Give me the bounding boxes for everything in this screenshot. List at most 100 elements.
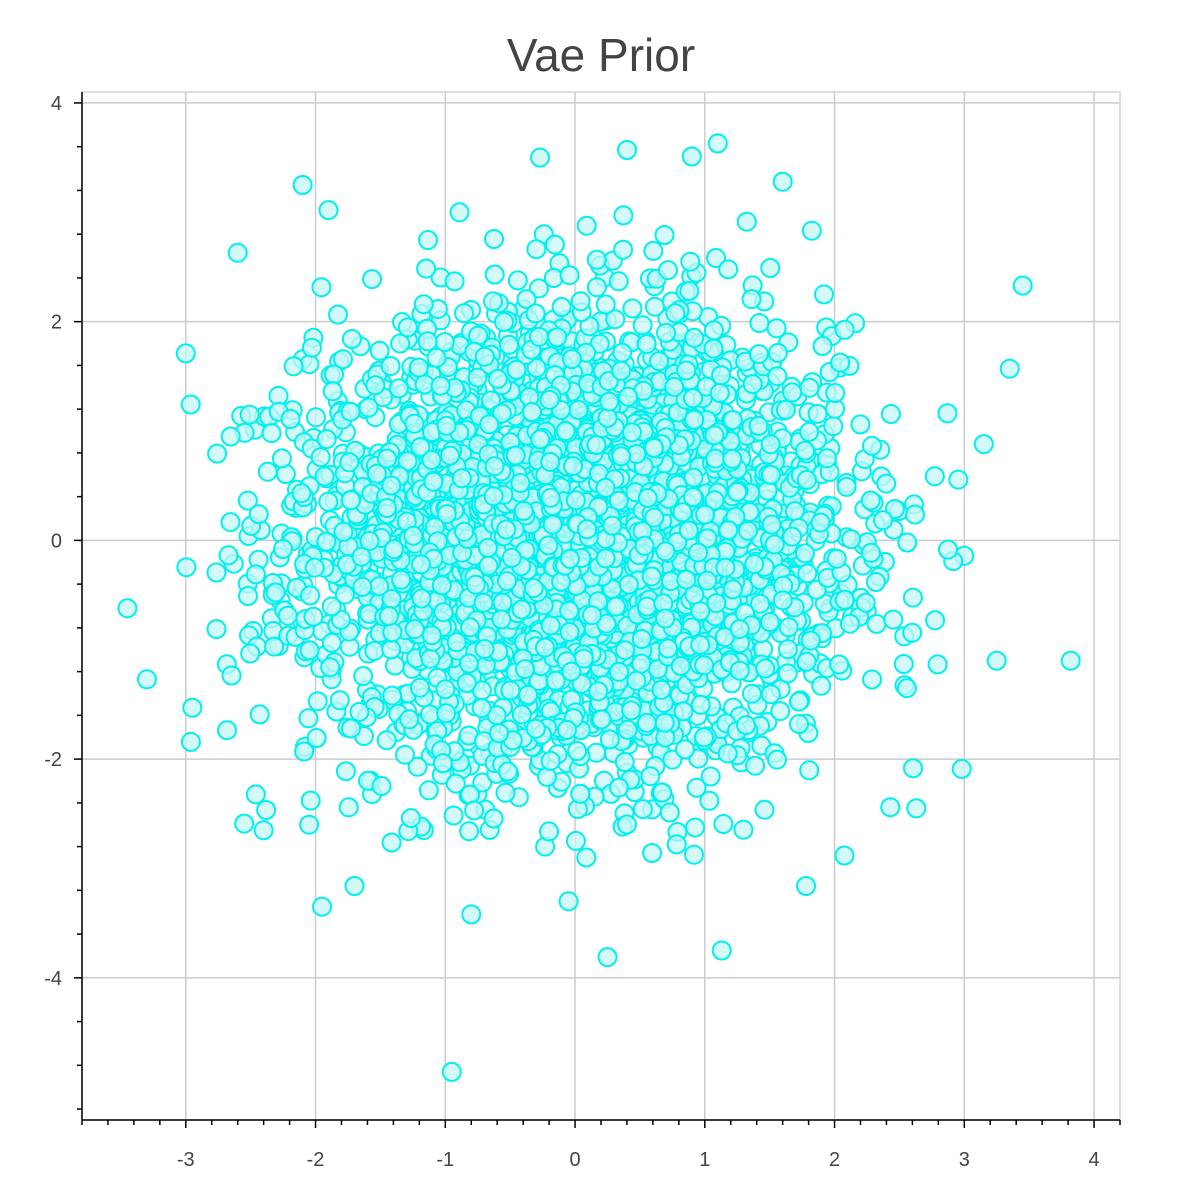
- data-point: [778, 617, 799, 638]
- data-point: [711, 940, 732, 961]
- data-point: [339, 452, 360, 473]
- data-point: [741, 289, 762, 310]
- data-point: [784, 501, 805, 522]
- data-point: [615, 640, 636, 661]
- data-point: [314, 466, 335, 487]
- data-point: [631, 629, 652, 649]
- data-point: [811, 675, 832, 696]
- data-point: [902, 587, 923, 608]
- data-point: [484, 264, 505, 285]
- data-point: [637, 488, 658, 508]
- data-point: [577, 519, 597, 540]
- data-point: [353, 666, 374, 687]
- data-point: [823, 416, 844, 437]
- data-point: [609, 661, 629, 682]
- data-point: [484, 456, 505, 477]
- data-point: [722, 579, 743, 600]
- data-point: [582, 605, 602, 626]
- data-point: [234, 813, 255, 834]
- data-point: [207, 443, 228, 464]
- data-point: [715, 557, 736, 578]
- data-point: [468, 325, 489, 346]
- data-point: [570, 783, 591, 804]
- data-point: [256, 800, 277, 820]
- data-point: [767, 749, 787, 770]
- data-point: [465, 574, 486, 595]
- data-point: [459, 821, 480, 842]
- data-point: [800, 630, 821, 651]
- data-point: [369, 340, 390, 361]
- data-point: [611, 360, 632, 381]
- data-point: [458, 653, 479, 674]
- data-point: [530, 147, 550, 168]
- data-point: [376, 730, 397, 751]
- data-point: [461, 904, 482, 925]
- data-point: [321, 596, 342, 617]
- data-point: [544, 234, 565, 255]
- data-point: [636, 596, 657, 617]
- data-point: [755, 658, 776, 679]
- data-point: [257, 461, 278, 482]
- data-point: [362, 269, 382, 290]
- chart-title: Vae Prior: [507, 29, 695, 81]
- data-point: [218, 545, 239, 566]
- data-point: [559, 548, 580, 569]
- data-point: [707, 133, 728, 154]
- data-point: [409, 677, 430, 698]
- data-point: [404, 619, 425, 640]
- data-point: [558, 891, 579, 912]
- data-point: [636, 334, 657, 355]
- data-point: [474, 639, 495, 659]
- data-point: [830, 352, 851, 373]
- data-point: [795, 440, 816, 461]
- data-point: [644, 296, 665, 317]
- data-point: [678, 520, 699, 541]
- data-point: [510, 473, 531, 493]
- data-point: [644, 507, 665, 528]
- data-point: [511, 599, 532, 620]
- data-point: [655, 541, 676, 562]
- data-point: [665, 303, 686, 324]
- data-point: [749, 313, 770, 333]
- data-point: [371, 776, 392, 796]
- data-point: [294, 741, 315, 762]
- data-point: [685, 817, 706, 838]
- data-point: [810, 512, 831, 533]
- data-point: [526, 239, 547, 260]
- data-point: [542, 514, 563, 535]
- data-point: [182, 697, 203, 718]
- data-point: [876, 473, 897, 494]
- data-point: [799, 377, 820, 398]
- data-point: [622, 298, 643, 319]
- data-point: [501, 547, 522, 568]
- data-point: [812, 336, 833, 356]
- data-point: [599, 729, 620, 750]
- data-point: [618, 386, 639, 407]
- data-point: [540, 615, 561, 636]
- data-point: [782, 382, 803, 403]
- data-point: [273, 539, 293, 559]
- data-point: [474, 346, 495, 367]
- data-point: [497, 761, 518, 782]
- data-point: [540, 750, 561, 771]
- data-point: [676, 360, 697, 381]
- data-point: [449, 202, 470, 223]
- data-point: [117, 598, 138, 619]
- data-point: [417, 331, 438, 352]
- data-point: [597, 407, 618, 428]
- data-point: [750, 593, 771, 614]
- data-point: [754, 799, 775, 820]
- data-point: [621, 422, 642, 443]
- data-point: [318, 491, 339, 512]
- data-point: [451, 468, 472, 489]
- data-point: [411, 588, 432, 609]
- data-point: [589, 333, 610, 354]
- data-point: [999, 358, 1020, 379]
- data-point: [834, 589, 855, 610]
- data-point: [951, 758, 972, 779]
- data-point: [748, 344, 769, 365]
- data-point: [555, 421, 576, 441]
- data-point: [423, 471, 444, 492]
- data-point: [605, 596, 626, 617]
- data-point: [829, 654, 850, 675]
